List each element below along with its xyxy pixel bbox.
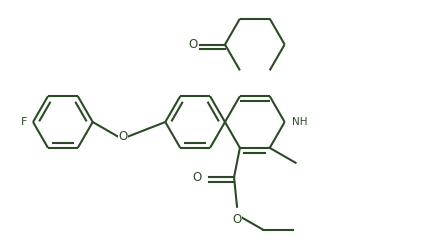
Text: F: F — [21, 117, 27, 127]
Text: O: O — [188, 38, 197, 51]
Text: O: O — [119, 130, 128, 143]
Text: O: O — [193, 170, 202, 183]
Text: NH: NH — [292, 117, 307, 127]
Text: O: O — [232, 213, 242, 226]
